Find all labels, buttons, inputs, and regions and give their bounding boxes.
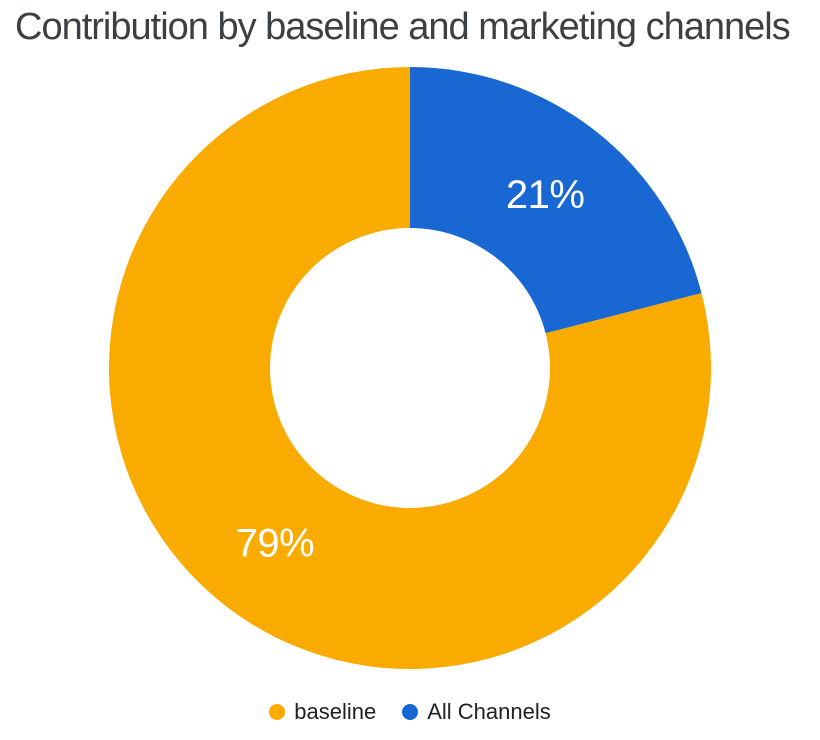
legend-swatch-all-channels-icon	[402, 704, 419, 720]
slice-label-baseline: 79%	[236, 522, 315, 566]
chart-legend: baseline All Channels	[0, 699, 820, 725]
slice-label-all-channels: 21%	[506, 173, 585, 217]
chart-title: Contribution by baseline and marketing c…	[15, 6, 791, 48]
slice-all-channels[interactable]	[410, 67, 702, 334]
legend-item-baseline[interactable]: baseline	[269, 699, 376, 725]
legend-label-all-channels: All Channels	[427, 699, 551, 724]
slice-baseline[interactable]	[108, 67, 711, 669]
legend-item-all-channels[interactable]: All Channels	[402, 699, 551, 725]
legend-label-baseline: baseline	[294, 699, 377, 724]
legend-swatch-baseline-icon	[269, 704, 286, 720]
